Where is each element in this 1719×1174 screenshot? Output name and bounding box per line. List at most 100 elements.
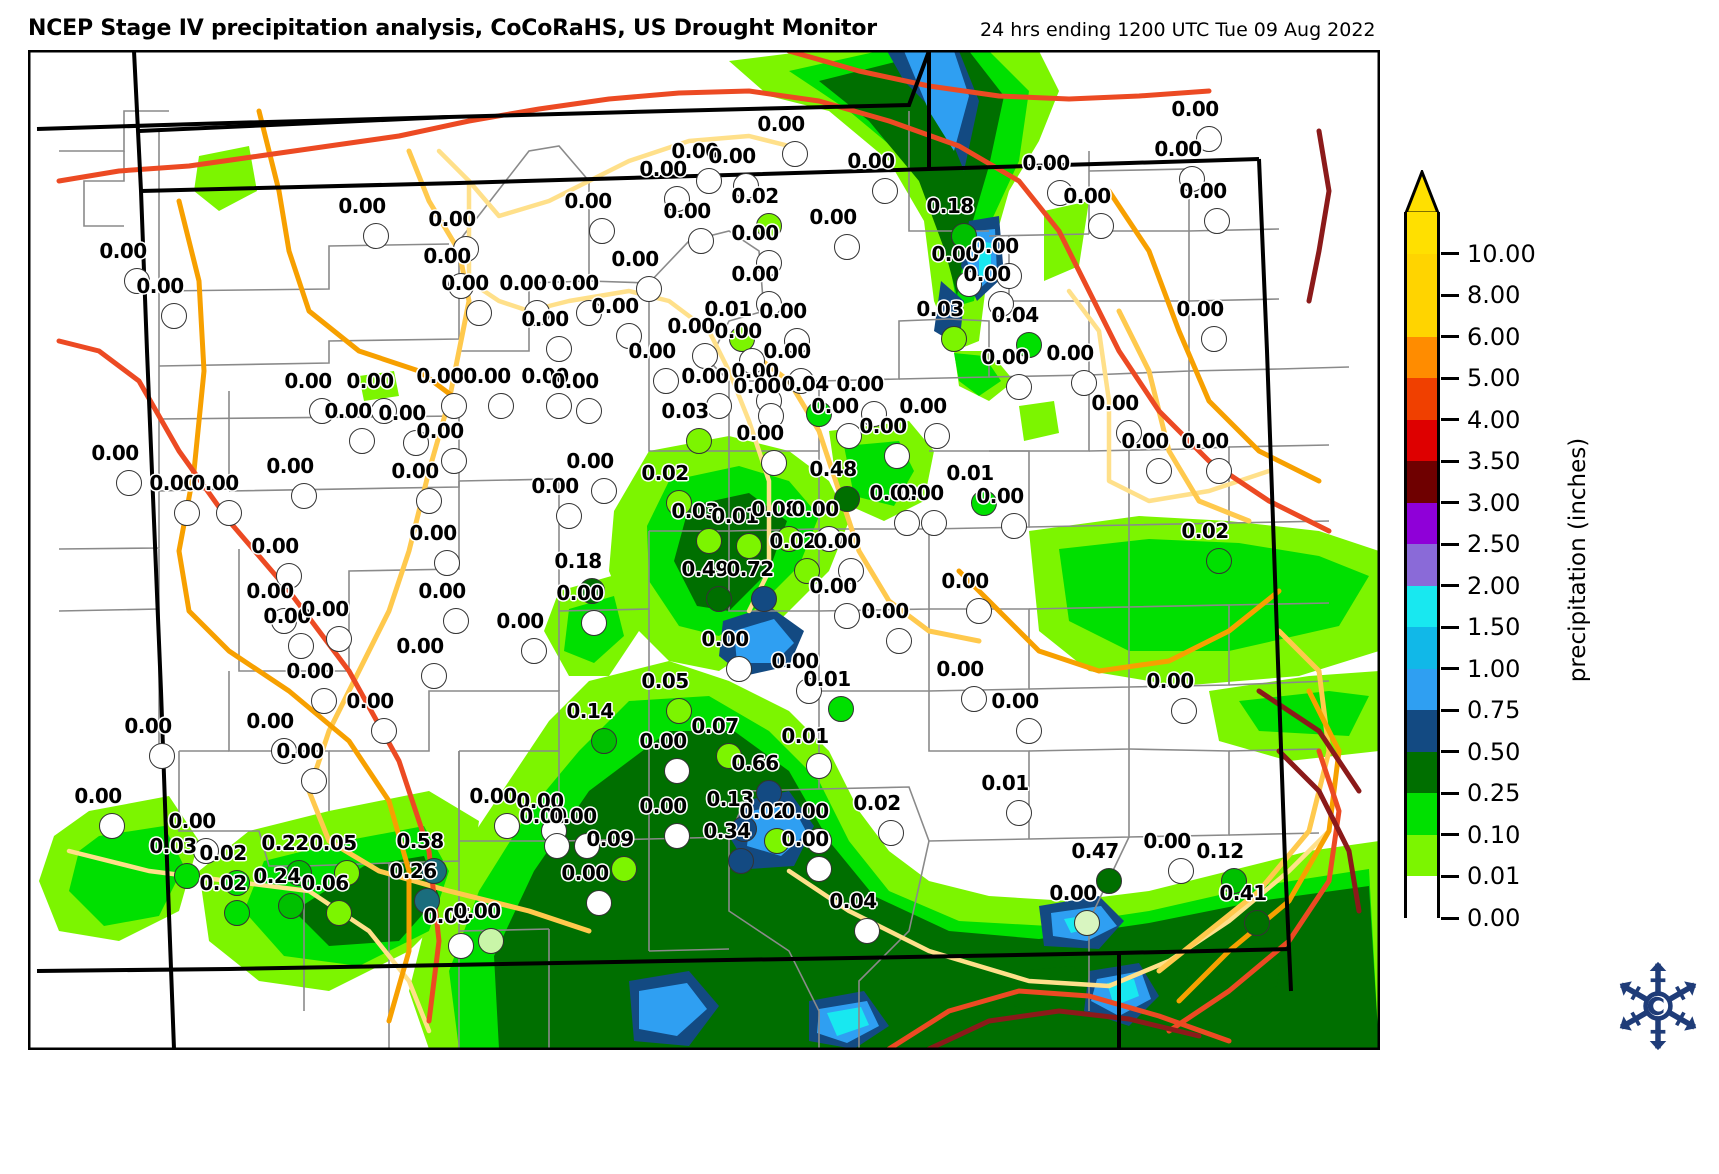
colorbar-tick-label: 1.50 bbox=[1467, 613, 1521, 642]
station-disc bbox=[586, 890, 612, 916]
station-disc bbox=[161, 303, 187, 329]
station-disc bbox=[271, 738, 297, 764]
station-value-label: 0.03 bbox=[149, 834, 197, 858]
station-disc bbox=[784, 328, 810, 354]
station-value-label: 0.00 bbox=[74, 784, 122, 808]
station-disc bbox=[728, 848, 754, 874]
station-value-label: 0.00 bbox=[136, 274, 184, 298]
station-value-label: 0.00 bbox=[639, 729, 687, 753]
station-value-label: 0.00 bbox=[149, 471, 197, 495]
colorbar-tick-label: 0.10 bbox=[1467, 820, 1521, 849]
station-value-label: 0.00 bbox=[346, 369, 394, 393]
station-value-label: 0.58 bbox=[396, 829, 444, 853]
station-disc bbox=[1168, 858, 1194, 884]
station-disc bbox=[149, 743, 175, 769]
station-disc bbox=[736, 533, 762, 559]
station-value-label: 0.00 bbox=[1146, 669, 1194, 693]
station-value-label: 0.00 bbox=[396, 634, 444, 658]
station-disc bbox=[731, 816, 757, 842]
station-value-label: 0.00 bbox=[639, 794, 687, 818]
station-disc bbox=[956, 271, 982, 297]
station-disc bbox=[271, 608, 297, 634]
colorbar-segment bbox=[1407, 668, 1437, 711]
station-disc bbox=[796, 678, 822, 704]
station-value-label: 0.00 bbox=[731, 262, 779, 286]
station-disc bbox=[706, 393, 732, 419]
colorbar-segment bbox=[1407, 502, 1437, 545]
station-value-label: 0.00 bbox=[91, 441, 139, 465]
colorbar-segment bbox=[1407, 627, 1437, 669]
station-disc bbox=[834, 486, 860, 512]
station-disc bbox=[1116, 420, 1142, 446]
station-value-label: 0.66 bbox=[731, 751, 779, 775]
station-value-label: 0.00 bbox=[1171, 97, 1219, 121]
station-value-label: 0.00 bbox=[191, 471, 239, 495]
station-value-label: 0.00 bbox=[1046, 341, 1094, 365]
station-value-label: 0.04 bbox=[991, 303, 1039, 327]
station-disc bbox=[794, 558, 820, 584]
station-disc bbox=[834, 603, 860, 629]
station-disc bbox=[961, 686, 987, 712]
station-disc bbox=[1204, 208, 1230, 234]
map-graphic bbox=[29, 51, 1379, 1049]
colorbar-tick-label: 10.00 bbox=[1467, 239, 1536, 268]
station-value-label: 0.00 bbox=[469, 784, 517, 808]
station-disc bbox=[371, 718, 397, 744]
colorbar-tick-label: 4.00 bbox=[1467, 405, 1521, 434]
station-disc bbox=[1047, 180, 1073, 206]
station-value-label: 0.00 bbox=[667, 314, 715, 338]
station-disc bbox=[311, 688, 337, 714]
map-panel[interactable]: 0.00 0.00 0.00 0.00 0.00 0.00 0.00 0.00 0.00 0.02… bbox=[28, 50, 1380, 1050]
colorbar-tick bbox=[1441, 376, 1459, 380]
station-disc bbox=[666, 698, 692, 724]
station-disc bbox=[966, 598, 992, 624]
station-value-label: 0.02 bbox=[199, 841, 247, 865]
station-value-label: 0.00 bbox=[566, 449, 614, 473]
station-disc bbox=[692, 343, 718, 369]
station-disc bbox=[653, 368, 679, 394]
station-disc bbox=[478, 928, 504, 954]
station-value-label: 0.00 bbox=[453, 899, 501, 923]
station-disc bbox=[696, 168, 722, 194]
station-value-label: 0.00 bbox=[1154, 137, 1202, 161]
station-disc bbox=[806, 856, 832, 882]
station-value-label: 0.01 bbox=[711, 504, 759, 528]
station-value-label: 0.00 bbox=[519, 804, 567, 828]
station-value-label: 0.00 bbox=[731, 221, 779, 245]
station-value-label: 0.00 bbox=[418, 579, 466, 603]
station-value-label: 0.00 bbox=[591, 294, 639, 318]
colorbar-tick bbox=[1441, 459, 1459, 463]
station-disc bbox=[1006, 800, 1032, 826]
station-value-label: 0.13 bbox=[706, 787, 754, 811]
station-value-label: 0.00 bbox=[681, 364, 729, 388]
station-value-label: 0.00 bbox=[521, 307, 569, 331]
colorbar-segment bbox=[1407, 378, 1437, 420]
station-disc bbox=[544, 833, 570, 859]
station-disc bbox=[776, 526, 802, 552]
station-disc bbox=[1088, 213, 1114, 239]
station-value-label: 0.00 bbox=[551, 369, 599, 393]
station-value-label: 0.00 bbox=[284, 369, 332, 393]
station-disc bbox=[591, 478, 617, 504]
station-value-label: 0.72 bbox=[726, 557, 774, 581]
station-value-label: 0.00 bbox=[671, 139, 719, 163]
header: NCEP Stage IV precipitation analysis, Co… bbox=[0, 0, 1719, 50]
station-disc bbox=[854, 918, 880, 944]
station-value-label: 0.00 bbox=[899, 394, 947, 418]
station-disc bbox=[756, 291, 782, 317]
station-value-label: 0.04 bbox=[829, 889, 877, 913]
station-value-label: 0.41 bbox=[1219, 881, 1267, 905]
station-value-label: 0.08 bbox=[751, 497, 799, 521]
station-value-label: 0.00 bbox=[971, 234, 1019, 258]
colorbar-tick bbox=[1441, 833, 1459, 837]
station-value-label: 0.00 bbox=[976, 484, 1024, 508]
station-disc bbox=[764, 828, 790, 854]
station-disc bbox=[576, 300, 602, 326]
station-disc bbox=[733, 173, 759, 199]
station-value-label: 0.00 bbox=[708, 144, 756, 168]
station-value-label: 0.00 bbox=[731, 359, 779, 383]
station-value-label: 0.14 bbox=[566, 699, 614, 723]
station-value-label: 0.00 bbox=[733, 374, 781, 398]
station-value-label: 0.00 bbox=[809, 205, 857, 229]
